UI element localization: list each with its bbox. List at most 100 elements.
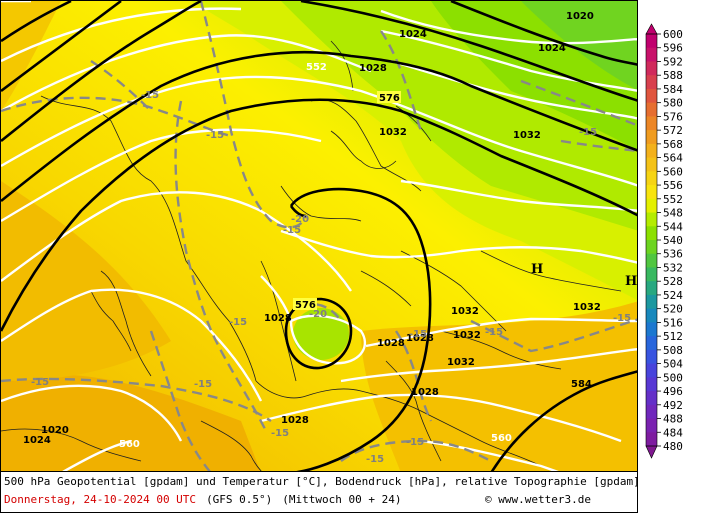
pressure-label: 1028 [264,313,292,324]
legend-color-segment [646,404,657,420]
legend-color-segment [646,116,657,131]
legend-color-segment [646,349,657,365]
legend-level-label: 572 [663,124,683,137]
legend-color-segment [646,267,657,282]
legend-top-arrow [645,23,658,35]
legend-level-label: 488 [663,413,683,426]
legend-level-label: 508 [663,344,683,357]
temperature-label: -15 [271,428,289,439]
map-caption: 500 hPa Geopotential [gpdam] und Tempera… [0,472,640,513]
pressure-label: 1032 [513,130,541,141]
legend-level-label: 516 [663,316,683,329]
legend-level-label: 520 [663,303,683,316]
legend-level-label: 504 [663,358,683,371]
pressure-label: 1032 [453,330,481,341]
legend-color-segment [646,47,657,62]
pressure-label: 1032 [447,357,475,368]
legend-level-label: 576 [663,110,683,123]
legend-level-label: 568 [663,138,683,151]
temperature-label: -15 [31,377,49,388]
legend-color-segment [646,212,657,227]
legend-color-segment [646,226,657,241]
geopotential-label: 576 [379,93,400,104]
legend-level-label: 528 [663,275,683,288]
pressure-label: 1024 [23,435,51,446]
legend-level-label: 564 [663,152,683,165]
legend-bottom-arrow [645,445,658,459]
zone-orange-southwest [1,374,261,471]
high-pressure-markers: H H [531,262,637,289]
temperature-label: -15 [485,327,503,338]
color-scale-legend: 600 596 592 588 584 580 576 572 568 564 560 556 552 5… [641,22,704,462]
legend-level-label: 536 [663,248,683,261]
map-labels: 576 576 584 1028 1024 1024 1020 1032 103… [23,11,637,465]
pressure-labels: 1028 1024 1024 1020 1032 1032 1032 1028 … [23,11,601,446]
topography-label: 552 [306,62,327,73]
legend-level-label: 588 [663,69,683,82]
legend-color-segment [646,336,657,351]
pressure-label: 1028 [411,387,439,398]
color-scale-bar: 6005965925885845805765725685645605565525… [645,23,683,459]
label-bg [377,91,401,103]
pressure-label: 1032 [451,306,479,317]
legend-color-segment [646,281,657,296]
legend-level-label: 524 [663,289,683,302]
legend-level-label: 552 [663,193,683,206]
legend-color-segment [646,432,657,447]
pressure-label: 1032 [379,127,407,138]
legend-level-label: 532 [663,261,683,274]
pressure-label: 1024 [538,43,566,54]
caption-run-info: Donnerstag, 24-10-2024 00 UTC (GFS 0.5°) (… [4,491,402,509]
legend-color-segment [646,61,657,76]
caption-description: 500 hPa Geopotential [gpdam] und Tempera… [4,475,640,488]
pressure-label: 1032 [573,302,601,313]
legend-color-segment [646,253,657,268]
legend-color-segment [646,143,657,159]
temperature-label: -15 [579,127,597,138]
legend-color-segment [646,391,657,406]
legend-color-segment [646,198,657,214]
legend-color-segment [646,88,657,104]
map-canvas: 576 576 584 1028 1024 1024 1020 1032 103… [1,1,637,471]
legend-level-label: 600 [663,28,683,41]
zone-orange-southeast [361,301,637,471]
pressure-label: 1024 [399,29,427,40]
legend-color-segment [646,322,657,337]
valid-date: Donnerstag, 24-10-2024 00 UTC [4,493,197,506]
topography-labels: 552 560 560 [119,62,512,450]
high-pressure-marker: H [531,262,543,277]
legend-color-segment [646,171,657,186]
copyright-icon: © [485,493,492,506]
legend-level-label: 548 [663,207,683,220]
legend-color-segment [646,185,657,200]
legend-level-label: 580 [663,97,683,110]
temperature-label: -15 [613,313,631,324]
temperature-label: -15 [283,225,301,236]
temperature-label: -15 [409,329,427,340]
geopotential-label-group: 576 576 584 [293,91,592,390]
legend-level-label: 544 [663,220,683,233]
site-link[interactable]: www.wetter3.de [498,493,591,506]
copyright: © www.wetter3.de [485,491,591,509]
legend-level-label: 540 [663,234,683,247]
temperature-label: -15 [366,454,384,465]
temperature-label: -20 [291,214,309,225]
legend-level-label: 512 [663,330,683,343]
legend-level-label: 556 [663,179,683,192]
model-run: (Mittwoch 00 + 24) [282,493,402,506]
legend-color-segment [646,102,657,117]
pressure-label: 1028 [377,338,405,349]
temperature-label: -15 [406,437,424,448]
legend-level-label: 500 [663,371,683,384]
legend-color-segment [646,418,657,433]
temperature-labels: -15 -15 -15 -20 -20 -15 -15 -15 -15 -15 … [31,90,631,465]
legend-level-label: 584 [663,83,683,96]
model-name: (GFS 0.5°) [206,493,273,506]
legend-color-segment [646,130,657,145]
geopotential-label: 576 [295,300,316,311]
legend-level-label: 596 [663,42,683,55]
pressure-label: 1020 [566,11,594,22]
temperature-label: -15 [141,90,159,101]
pressure-label: 1020 [41,425,69,436]
legend-level-label: 484 [663,426,683,439]
